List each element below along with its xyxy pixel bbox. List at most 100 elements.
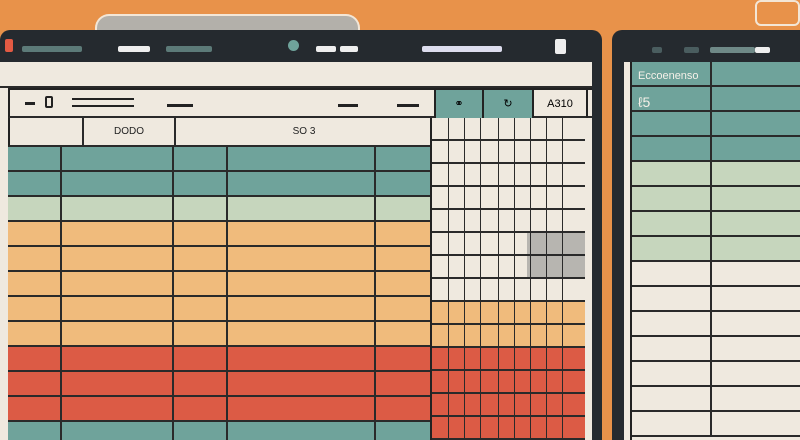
close-icon[interactable] xyxy=(5,39,13,52)
column-divider xyxy=(498,187,499,208)
sheet-area: Eccoenenso ℓ5 xyxy=(624,62,800,440)
column-divider xyxy=(562,394,563,415)
table-row[interactable] xyxy=(8,272,430,297)
table-row[interactable] xyxy=(8,247,430,272)
table-row[interactable] xyxy=(632,87,800,112)
table-row[interactable] xyxy=(632,387,800,412)
grid-row[interactable] xyxy=(432,371,585,394)
column-divider xyxy=(710,112,712,135)
table-row[interactable] xyxy=(632,137,800,162)
table-row[interactable] xyxy=(632,187,800,212)
column-divider xyxy=(480,141,481,162)
column-divider xyxy=(464,394,465,415)
column-header[interactable]: SO 3 xyxy=(292,126,316,137)
cell-reference[interactable]: A310 xyxy=(532,90,588,118)
grid-row[interactable] xyxy=(432,348,585,371)
grid-row[interactable] xyxy=(432,394,585,417)
column-divider xyxy=(480,164,481,185)
column-divider xyxy=(562,256,563,277)
column-divider xyxy=(562,233,563,254)
column-divider xyxy=(172,372,174,395)
column-divider xyxy=(710,312,712,335)
table-row[interactable] xyxy=(632,162,800,187)
column-divider xyxy=(374,322,376,345)
table-row[interactable] xyxy=(632,362,800,387)
column-divider xyxy=(546,164,547,185)
column-divider xyxy=(448,279,449,300)
table-row[interactable] xyxy=(632,337,800,362)
grid-row[interactable] xyxy=(432,325,585,348)
menu-lines-icon[interactable] xyxy=(72,98,134,100)
column-divider xyxy=(514,394,515,415)
table-row[interactable] xyxy=(8,397,430,422)
table-row[interactable] xyxy=(632,287,800,312)
window-button-icon[interactable] xyxy=(555,39,566,54)
table-row[interactable] xyxy=(8,297,430,322)
table-row[interactable] xyxy=(632,62,800,87)
column-divider xyxy=(530,187,531,208)
grid-row[interactable] xyxy=(432,164,585,187)
table-row[interactable] xyxy=(8,372,430,397)
menu-item[interactable] xyxy=(316,46,336,52)
column-divider xyxy=(448,325,449,346)
column-divider xyxy=(710,412,712,435)
menu-item[interactable] xyxy=(652,47,662,53)
grid-row[interactable] xyxy=(432,187,585,210)
column-divider xyxy=(464,141,465,162)
table-row[interactable] xyxy=(8,172,430,197)
column-divider xyxy=(172,197,174,220)
column-divider xyxy=(514,141,515,162)
square-icon[interactable] xyxy=(45,96,53,108)
dash-icon xyxy=(167,104,193,107)
menu-item[interactable] xyxy=(684,47,699,53)
column-divider xyxy=(60,297,62,320)
table-row[interactable] xyxy=(8,222,430,247)
table-row[interactable] xyxy=(8,197,430,222)
grid-row[interactable] xyxy=(432,279,585,302)
column-divider xyxy=(514,256,515,277)
column-divider xyxy=(480,394,481,415)
table-row[interactable] xyxy=(632,312,800,337)
column-divider xyxy=(448,187,449,208)
grid-row[interactable] xyxy=(432,118,585,141)
grid-row[interactable] xyxy=(432,141,585,164)
grid-row[interactable] xyxy=(432,233,585,256)
column-divider xyxy=(448,210,449,231)
toolbar-button[interactable]: ↻ xyxy=(482,90,532,118)
table-row[interactable] xyxy=(632,262,800,287)
menu-item[interactable] xyxy=(166,46,212,52)
tab-strip[interactable] xyxy=(422,46,502,52)
table-row[interactable] xyxy=(8,322,430,347)
grid-row[interactable] xyxy=(432,302,585,325)
table-row[interactable] xyxy=(8,147,430,172)
column-divider xyxy=(562,164,563,185)
column-divider xyxy=(226,397,228,420)
grid-row[interactable] xyxy=(432,417,585,440)
column-divider xyxy=(172,347,174,370)
column-divider xyxy=(710,337,712,360)
secondary-window: Eccoenenso ℓ5 xyxy=(612,30,800,440)
column-divider xyxy=(710,212,712,235)
column-divider xyxy=(448,302,449,323)
table-row[interactable] xyxy=(632,112,800,137)
table-row[interactable] xyxy=(632,212,800,237)
minus-icon[interactable] xyxy=(25,102,35,105)
table-row[interactable] xyxy=(8,347,430,372)
grid-row[interactable] xyxy=(432,256,585,279)
menu-item[interactable] xyxy=(118,46,150,52)
grid-row[interactable] xyxy=(432,210,585,233)
toolbar-button[interactable]: ⚭ xyxy=(434,90,482,118)
column-divider xyxy=(480,187,481,208)
refresh-icon: ↻ xyxy=(503,98,513,110)
column-divider xyxy=(172,172,174,195)
progress-handle[interactable] xyxy=(755,47,770,53)
column-header[interactable]: DODO xyxy=(114,126,144,137)
menu-item[interactable] xyxy=(340,46,358,52)
menu-lines-icon xyxy=(72,105,134,107)
dash-icon xyxy=(397,104,419,107)
column-divider xyxy=(448,118,449,139)
table-row[interactable] xyxy=(8,422,430,440)
table-row[interactable] xyxy=(632,412,800,437)
column-divider xyxy=(530,417,531,438)
table-row[interactable] xyxy=(632,237,800,262)
